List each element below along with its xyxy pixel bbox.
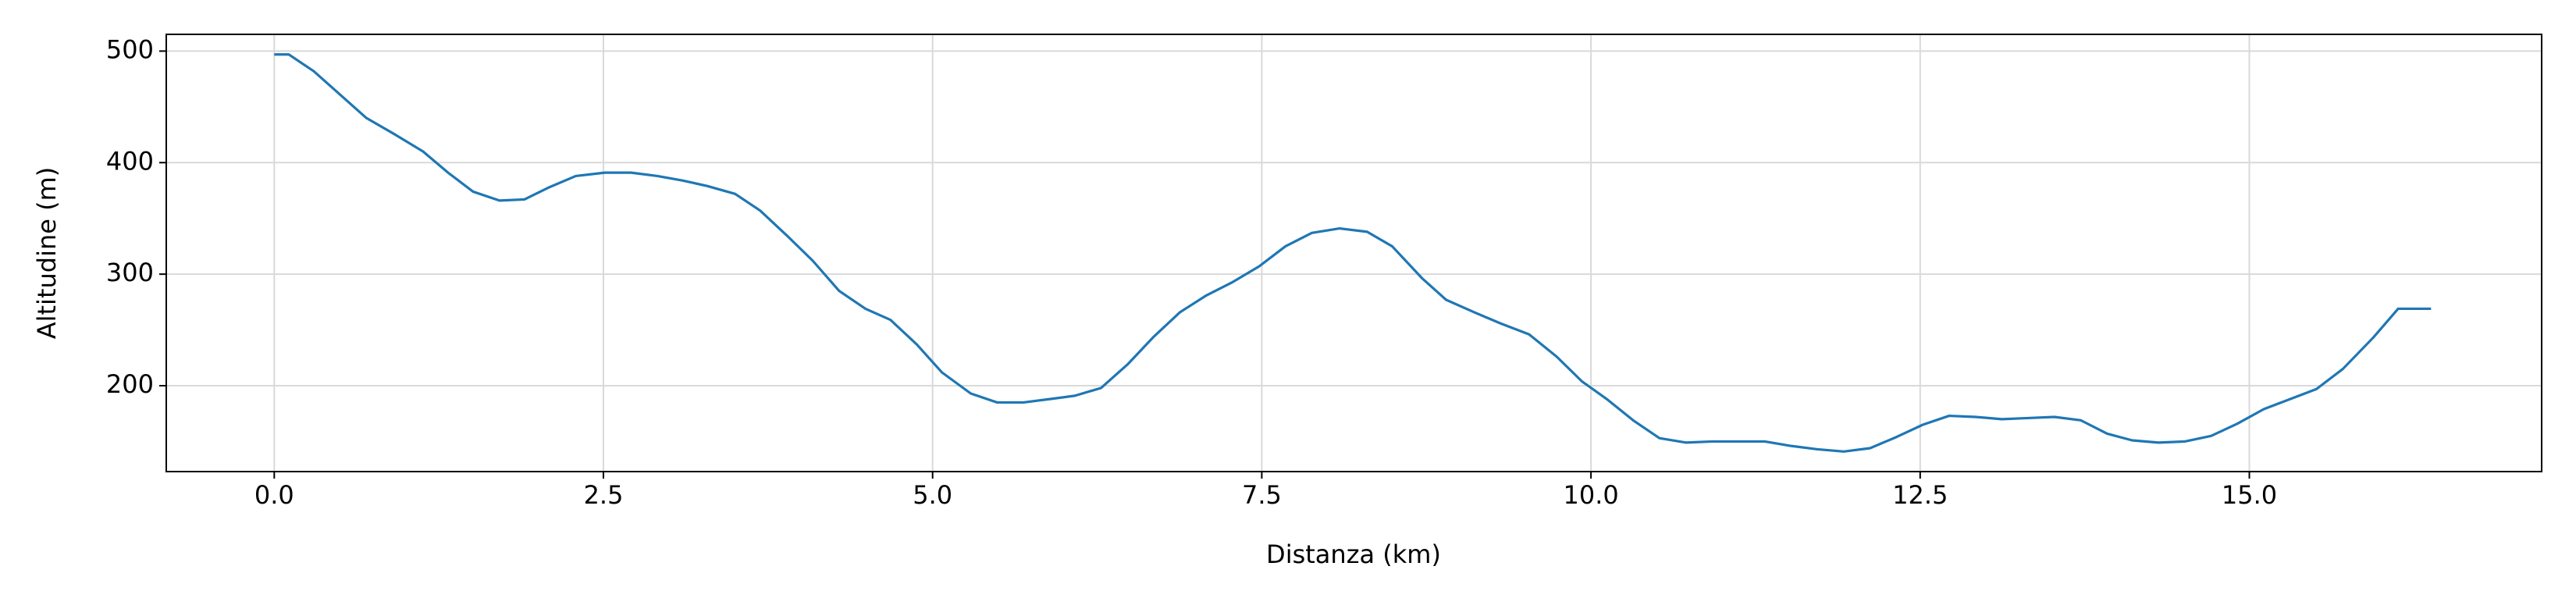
x-tick-label: 5.0 xyxy=(913,480,952,510)
plot-frame xyxy=(165,34,2542,472)
y-tick-label: 500 xyxy=(106,34,154,64)
x-tick-label: 12.5 xyxy=(1892,480,1948,510)
x-axis-label: Distanza (km) xyxy=(1266,540,1441,569)
y-tick-label: 200 xyxy=(106,369,154,399)
y-tick-label: 300 xyxy=(106,258,154,287)
x-tick-label: 2.5 xyxy=(584,480,624,510)
y-tick-label: 400 xyxy=(106,146,154,176)
line-series xyxy=(274,53,2432,453)
x-tick-label: 0.0 xyxy=(254,480,294,510)
y-axis-label: Altitudine (m) xyxy=(32,167,62,340)
x-tick-label: 10.0 xyxy=(1564,480,1619,510)
x-tick-label: 7.5 xyxy=(1242,480,1282,510)
x-tick-label: 15.0 xyxy=(2222,480,2277,510)
